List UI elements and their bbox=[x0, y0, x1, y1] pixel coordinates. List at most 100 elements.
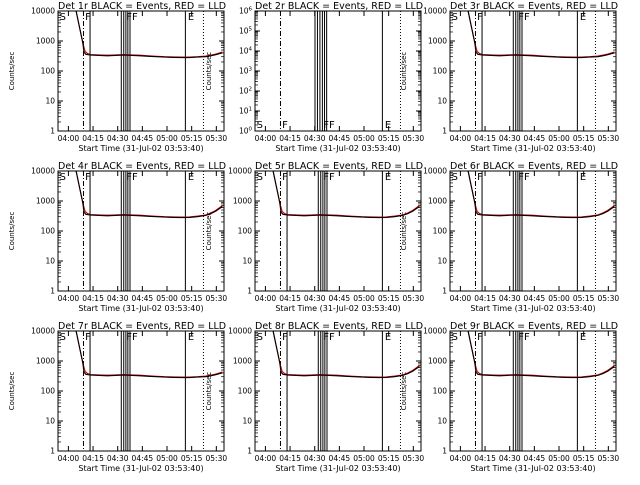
panel-7-events-line bbox=[75, 330, 223, 379]
panel-7-ytick-label: 10 bbox=[45, 417, 55, 426]
panel-5-xtick-label: 04:45 bbox=[329, 294, 351, 303]
panel-2-xtick-label: 05:00 bbox=[353, 134, 375, 143]
panel-8-x-label: Start Time (31-Jul-02 03:53:40) bbox=[275, 464, 400, 473]
panel-3-title: Det 3r BLACK = Events, RED = LLD bbox=[450, 1, 618, 12]
panel-2-ytick-label: 105 bbox=[239, 27, 253, 36]
panel-3-marker-E: E bbox=[580, 12, 586, 23]
panel-6-lld-line bbox=[467, 170, 615, 218]
panel-9-xtick-label: 05:30 bbox=[598, 454, 620, 463]
panel-8-title: Det 8r BLACK = Events, RED = LLD bbox=[255, 321, 423, 332]
panel-4-marker-F: F bbox=[85, 172, 91, 183]
panel-6-marker-E: E bbox=[580, 172, 586, 183]
panel-6-events-line bbox=[467, 170, 615, 219]
panel-3-xtick-label: 04:00 bbox=[450, 134, 472, 143]
panel-5-ytick-label: 1 bbox=[247, 287, 252, 296]
panel-4-xtick-label: 04:15 bbox=[82, 294, 104, 303]
panel-6-xtick-label: 04:00 bbox=[450, 294, 472, 303]
panel-7-xtick-label: 04:30 bbox=[107, 454, 129, 463]
panel-2-xtick-label: 04:15 bbox=[279, 134, 301, 143]
panel-8-xtick-label: 05:00 bbox=[353, 454, 375, 463]
panel-6-ytick-label: 1000 bbox=[428, 197, 447, 206]
panel-2-title: Det 2r BLACK = Events, RED = LLD bbox=[255, 1, 423, 12]
panel-4-ytick-label: 1000 bbox=[36, 197, 55, 206]
panel-1-marker-F: F bbox=[85, 12, 91, 23]
panel-3-ytick-label: 10000 bbox=[423, 7, 447, 16]
panel-3-marker-F: F bbox=[477, 12, 483, 23]
panel-2-xtick-label: 05:15 bbox=[378, 134, 400, 143]
panel-4-ytick-label: 10 bbox=[45, 257, 55, 266]
panel-2-xtick-label: 04:00 bbox=[255, 134, 277, 143]
panel-4-xtick-label: 05:15 bbox=[181, 294, 203, 303]
panel-3-xtick-label: 05:30 bbox=[598, 134, 620, 143]
panel-6-xtick-label: 04:30 bbox=[499, 294, 521, 303]
panel-8-marker-F: F bbox=[282, 332, 288, 343]
panel-5-ytick-label: 10000 bbox=[228, 167, 252, 176]
panel-1-x-label: Start Time (31-Jul-02 03:53:40) bbox=[78, 144, 203, 153]
panel-9-xtick-label: 05:00 bbox=[548, 454, 570, 463]
panel-1-xtick-label: 05:15 bbox=[181, 134, 203, 143]
panel-8-lld-line bbox=[272, 330, 420, 378]
panel-8-events-line bbox=[272, 330, 420, 379]
panel-5-xtick-label: 04:30 bbox=[304, 294, 326, 303]
panel-4-xtick-label: 05:30 bbox=[206, 294, 228, 303]
panel-1-ytick-label: 10 bbox=[45, 97, 55, 106]
panel-7-frame bbox=[57, 330, 225, 452]
panel-1-xtick-label: 04:45 bbox=[132, 134, 154, 143]
panel-9-marker-FF: FF bbox=[518, 332, 530, 343]
panel-8-ytick-label: 10 bbox=[242, 417, 252, 426]
panel-6-xtick-label: 05:30 bbox=[598, 294, 620, 303]
panel-6-y-label: Counts/sec bbox=[400, 212, 408, 251]
panel-6-ytick-label: 1 bbox=[442, 287, 447, 296]
panel-1-y-label: Counts/sec bbox=[8, 52, 16, 91]
panel-9-events-line bbox=[467, 330, 615, 379]
panel-9-title: Det 9r BLACK = Events, RED = LLD bbox=[450, 321, 618, 332]
panel-7-marker-FF: FF bbox=[126, 332, 138, 343]
panel-6-xtick-label: 05:00 bbox=[548, 294, 570, 303]
panel-5-x-label: Start Time (31-Jul-02 03:53:40) bbox=[275, 304, 400, 313]
panel-1-marker-FF: FF bbox=[126, 12, 138, 23]
panel-5-lld-line bbox=[272, 170, 420, 218]
panel-5-xtick-label: 05:15 bbox=[378, 294, 400, 303]
panel-3-y-label: Counts/sec bbox=[400, 52, 408, 91]
panel-7-xtick-label: 05:30 bbox=[206, 454, 228, 463]
panel-1-frame bbox=[57, 10, 225, 132]
panel-6-marker-F: F bbox=[477, 172, 483, 183]
panel-7-xtick-label: 05:15 bbox=[181, 454, 203, 463]
panel-4-x-label: Start Time (31-Jul-02 03:53:40) bbox=[78, 304, 203, 313]
panel-3-marker-S: S bbox=[452, 12, 458, 23]
panel-1-lld-line bbox=[75, 10, 223, 58]
panel-2-ytick-label: 103 bbox=[239, 67, 253, 76]
panel-6-marker-FF: FF bbox=[518, 172, 530, 183]
panel-2-x-label: Start Time (31-Jul-02 03:53:40) bbox=[275, 144, 400, 153]
panel-2-xtick-label: 04:45 bbox=[329, 134, 351, 143]
panel-6-xtick-label: 05:15 bbox=[573, 294, 595, 303]
panel-7-xtick-label: 04:45 bbox=[132, 454, 154, 463]
panel-6-ytick-label: 100 bbox=[433, 227, 448, 236]
panel-4-y-label: Counts/sec bbox=[8, 212, 16, 251]
panel-9-xtick-label: 04:15 bbox=[474, 454, 496, 463]
panel-8-xtick-label: 05:30 bbox=[403, 454, 425, 463]
panel-5-xtick-label: 05:30 bbox=[403, 294, 425, 303]
panel-8-ytick-label: 1 bbox=[247, 447, 252, 456]
panel-8-xtick-label: 04:45 bbox=[329, 454, 351, 463]
panel-7-title: Det 7r BLACK = Events, RED = LLD bbox=[58, 321, 226, 332]
panel-5-marker-S: S bbox=[257, 172, 263, 183]
panel-6-xtick-label: 04:45 bbox=[524, 294, 546, 303]
panel-2-y-label: Counts/sec bbox=[205, 52, 213, 91]
panel-2-marker-S: S bbox=[257, 120, 263, 131]
panel-8-marker-FF: FF bbox=[323, 332, 335, 343]
panel-8-marker-S: S bbox=[257, 332, 263, 343]
panel-4-ytick-label: 1 bbox=[50, 287, 55, 296]
panel-3-events-line bbox=[467, 10, 615, 59]
panel-9-marker-S: S bbox=[452, 332, 458, 343]
panel-7-ytick-label: 100 bbox=[41, 387, 56, 396]
panel-1-events-line bbox=[75, 10, 223, 59]
panel-5-ytick-label: 100 bbox=[238, 227, 253, 236]
panel-9-x-label: Start Time (31-Jul-02 03:53:40) bbox=[470, 464, 595, 473]
panel-4-xtick-label: 04:45 bbox=[132, 294, 154, 303]
panel-3-xtick-label: 04:30 bbox=[499, 134, 521, 143]
panel-5-xtick-label: 04:00 bbox=[255, 294, 277, 303]
panel-4-marker-E: E bbox=[188, 172, 194, 183]
